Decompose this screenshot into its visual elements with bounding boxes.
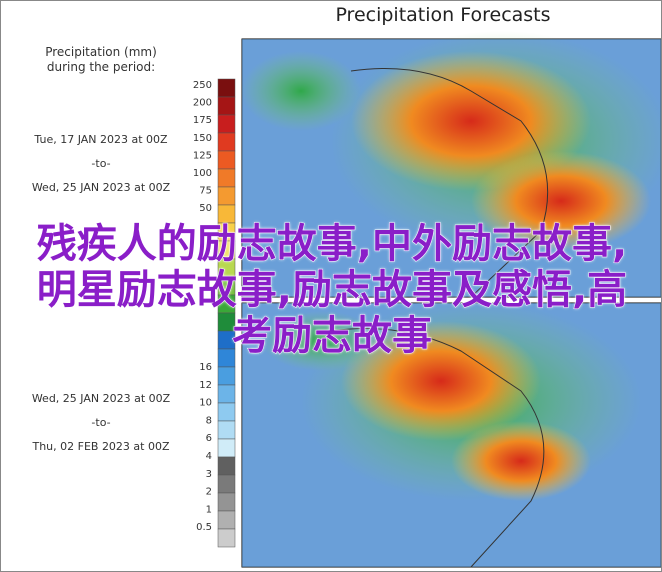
colorbar-tick-label: 250 — [193, 80, 212, 91]
legend-label: Precipitation (mm) during the period: — [11, 45, 191, 75]
colorbar-tick-label: 16 — [199, 362, 212, 373]
colorbar-tick-label: 4 — [206, 451, 212, 462]
colorbar-tick-label: 6 — [206, 433, 212, 444]
period-2: Wed, 25 JAN 2023 at 00Z -to- Thu, 02 FEB… — [9, 387, 193, 459]
colorbar-tick-label: 3 — [206, 469, 212, 480]
legend-line: during the period: — [46, 60, 156, 74]
colorbar — [217, 78, 236, 548]
colorbar-tick-label: 8 — [206, 415, 212, 426]
colorbar-tick-label: 12 — [199, 380, 212, 391]
colorbar-tick-label: 50 — [199, 203, 212, 214]
colorbar-tick-label: 10 — [199, 398, 212, 409]
colorbar-tick-label: 0.5 — [196, 522, 212, 533]
period-end: Wed, 25 JAN 2023 at 00Z — [31, 181, 171, 194]
period-end: Thu, 02 FEB 2023 at 00Z — [32, 440, 170, 453]
colorbar-tick-label: 150 — [193, 133, 212, 144]
legend-line: Precipitation (mm) — [45, 45, 157, 59]
map-bottom — [241, 301, 661, 568]
period-start: Wed, 25 JAN 2023 at 00Z — [31, 392, 171, 405]
colorbar-tick-label: 175 — [193, 115, 212, 126]
colorbar-tick-label: 200 — [193, 98, 212, 109]
colorbar-tick-label: 1 — [206, 504, 212, 515]
colorbar-ticks: 250 200 175 150 125 100 75 50 16 12 10 8 6 4 3 2 1 0.5 — [193, 80, 212, 533]
title: Precipitation Forecasts — [335, 4, 550, 26]
colorbar-tick-label: 2 — [206, 487, 212, 498]
colorbar-tick-label: 125 — [193, 150, 212, 161]
period-to: -to- — [91, 157, 111, 170]
period-start: Tue, 17 JAN 2023 at 00Z — [34, 133, 168, 146]
colorbar-tick-label: 75 — [199, 186, 212, 197]
overlay-text: 残疾人的励志故事,中外励志故事,明星励志故事,励志故事及感悟,高考励志故事 — [36, 221, 628, 360]
map-top — [241, 31, 661, 298]
colorbar-tick-label: 100 — [193, 168, 212, 179]
period-1: Tue, 17 JAN 2023 at 00Z -to- Wed, 25 JAN… — [9, 128, 193, 200]
period-to: -to- — [91, 416, 111, 429]
